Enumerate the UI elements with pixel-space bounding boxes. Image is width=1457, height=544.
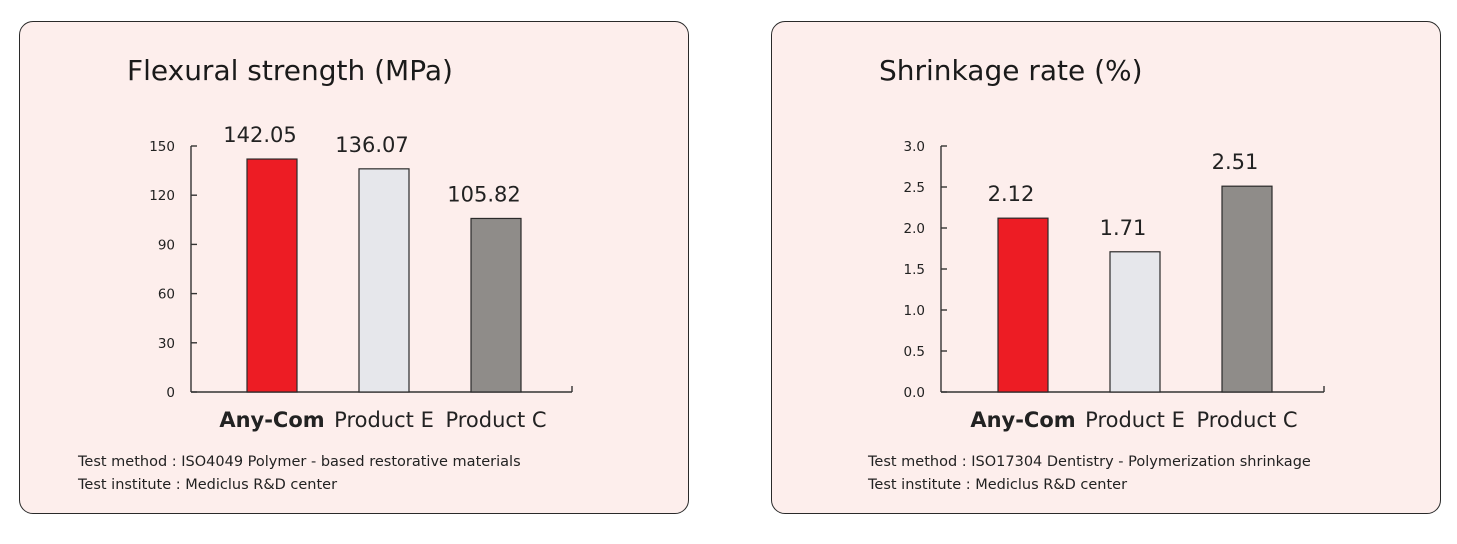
category-label: Product E xyxy=(334,408,434,432)
category-label: Product C xyxy=(1196,408,1297,432)
chart-title: Shrinkage rate (%) xyxy=(879,54,1143,87)
y-tick-label: 150 xyxy=(149,139,175,155)
value-label: 2.12 xyxy=(988,182,1035,206)
value-label: 105.82 xyxy=(447,182,520,206)
y-tick-label: 2.5 xyxy=(904,180,925,196)
bar-product-c xyxy=(470,217,522,393)
test-institute-note: Test institute : Mediclus R&D center xyxy=(868,477,1128,493)
y-tick-label: 0.5 xyxy=(904,344,925,360)
bar-product-e xyxy=(1109,251,1161,393)
test-method-note: Test method : ISO17304 Dentistry - Polym… xyxy=(868,454,1311,470)
y-tick-label: 30 xyxy=(158,336,175,352)
y-tick-label: 1.5 xyxy=(904,262,925,278)
y-tick-label: 2.0 xyxy=(904,221,925,237)
y-tick-label: 1.0 xyxy=(904,303,925,319)
flexural-strength-panel: 0 30 60 90 120 150 142.05 Any-Com 136.07 Product … xyxy=(19,21,689,514)
value-label: 2.51 xyxy=(1212,150,1259,174)
bar-any-com xyxy=(246,158,298,393)
test-method-note: Test method : ISO4049 Polymer - based re… xyxy=(78,454,521,470)
bar-any-com xyxy=(997,217,1049,393)
category-label: Any-Com xyxy=(970,408,1075,432)
y-tick-label: 90 xyxy=(158,237,175,253)
y-tick-label: 0 xyxy=(166,385,175,401)
flexural-strength-chart: 0 30 60 90 120 150 142.05 Any-Com 136.07 Product … xyxy=(149,123,573,432)
y-tick-label: 60 xyxy=(158,287,175,303)
bar-product-e xyxy=(358,168,410,393)
shrinkage-rate-panel: 0.0 0.5 1.0 1.5 2.0 2.5 3.0 2.12 Any-Com 1.71 Prod… xyxy=(771,21,1441,514)
y-tick-label: 120 xyxy=(149,188,175,204)
category-label: Product C xyxy=(445,408,546,432)
value-label: 142.05 xyxy=(223,123,296,147)
y-tick-label: 3.0 xyxy=(904,139,925,155)
value-label: 1.71 xyxy=(1100,216,1147,240)
category-label: Any-Com xyxy=(219,408,324,432)
value-label: 136.07 xyxy=(335,133,408,157)
shrinkage-rate-chart: 0.0 0.5 1.0 1.5 2.0 2.5 3.0 2.12 Any-Com 1.71 Prod… xyxy=(904,139,1325,432)
bar-product-c xyxy=(1221,185,1273,393)
y-tick-label: 0.0 xyxy=(904,385,925,401)
chart-title: Flexural strength (MPa) xyxy=(127,54,453,87)
category-label: Product E xyxy=(1085,408,1185,432)
test-institute-note: Test institute : Mediclus R&D center xyxy=(78,477,338,493)
